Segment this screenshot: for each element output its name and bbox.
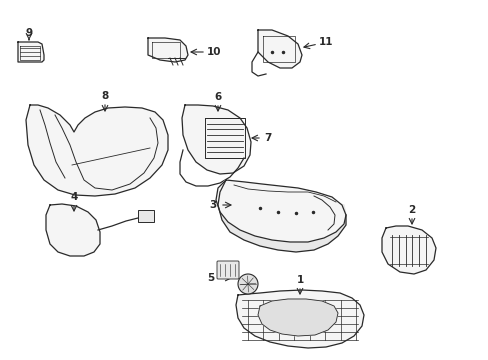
Polygon shape — [182, 105, 250, 174]
Polygon shape — [26, 105, 168, 196]
Text: 10: 10 — [206, 47, 221, 57]
Text: 6: 6 — [214, 92, 221, 102]
Bar — [138, 210, 154, 222]
Text: 8: 8 — [101, 91, 108, 101]
Text: 7: 7 — [264, 133, 271, 143]
Text: 2: 2 — [407, 205, 415, 215]
Polygon shape — [381, 226, 435, 274]
Text: 5: 5 — [207, 273, 214, 283]
Polygon shape — [18, 42, 44, 62]
Polygon shape — [148, 38, 187, 62]
Polygon shape — [218, 180, 346, 252]
Text: 11: 11 — [318, 37, 332, 47]
Polygon shape — [216, 180, 346, 242]
Text: 1: 1 — [296, 275, 303, 285]
Polygon shape — [258, 30, 302, 68]
Text: 3: 3 — [209, 200, 216, 210]
Polygon shape — [46, 204, 100, 256]
FancyBboxPatch shape — [217, 261, 239, 279]
Text: 9: 9 — [25, 28, 33, 38]
Polygon shape — [236, 290, 363, 348]
Text: 4: 4 — [70, 192, 78, 202]
Circle shape — [238, 274, 258, 294]
Polygon shape — [258, 299, 337, 336]
